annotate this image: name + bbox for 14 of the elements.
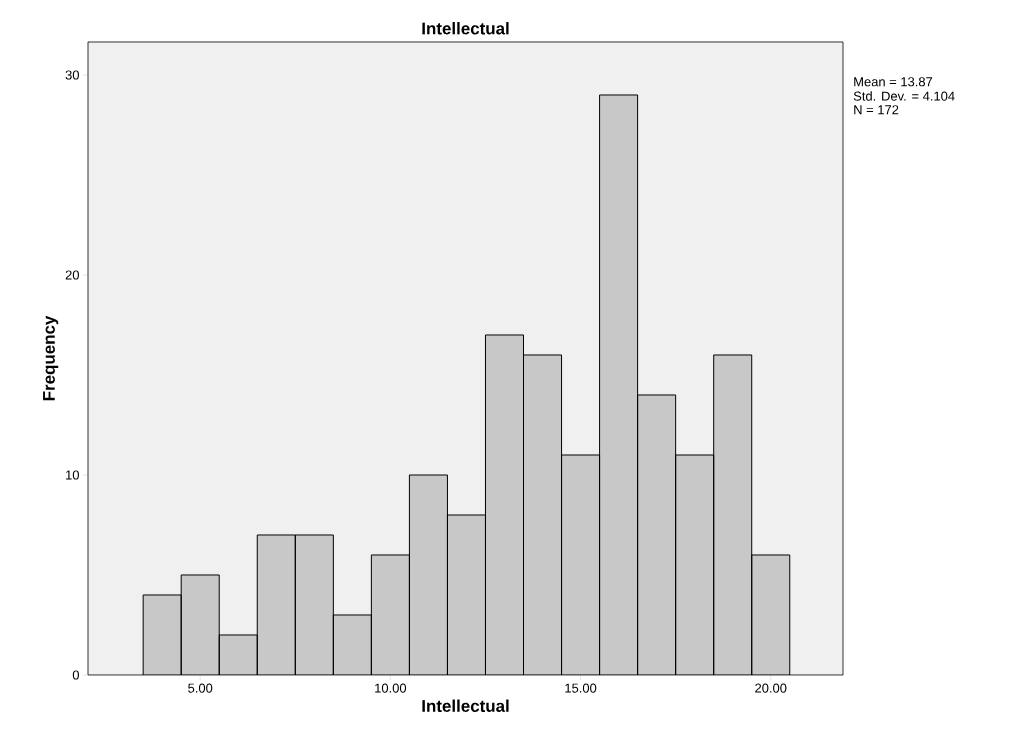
y-tick-label: 30 xyxy=(65,70,79,80)
text: N = 172 xyxy=(854,105,899,115)
chart-title: Intellectual xyxy=(422,22,509,35)
text: Std. Dev. = 4.104 xyxy=(853,91,955,101)
y-axis-title: Frequency xyxy=(43,315,59,401)
x-axis-title: Intellectual xyxy=(422,699,509,712)
text: Mean = 13.87 xyxy=(854,77,933,87)
y-tick-label: 10 xyxy=(66,470,79,480)
x-tick-label: 10.00 xyxy=(375,683,407,693)
x-tick-label: 15.00 xyxy=(565,683,597,693)
x-tick-label: 20.00 xyxy=(755,683,787,693)
x-tick-label: 5.00 xyxy=(188,683,213,693)
y-tick-label: 0 xyxy=(72,670,79,680)
y-tick-label: 20 xyxy=(65,270,79,280)
